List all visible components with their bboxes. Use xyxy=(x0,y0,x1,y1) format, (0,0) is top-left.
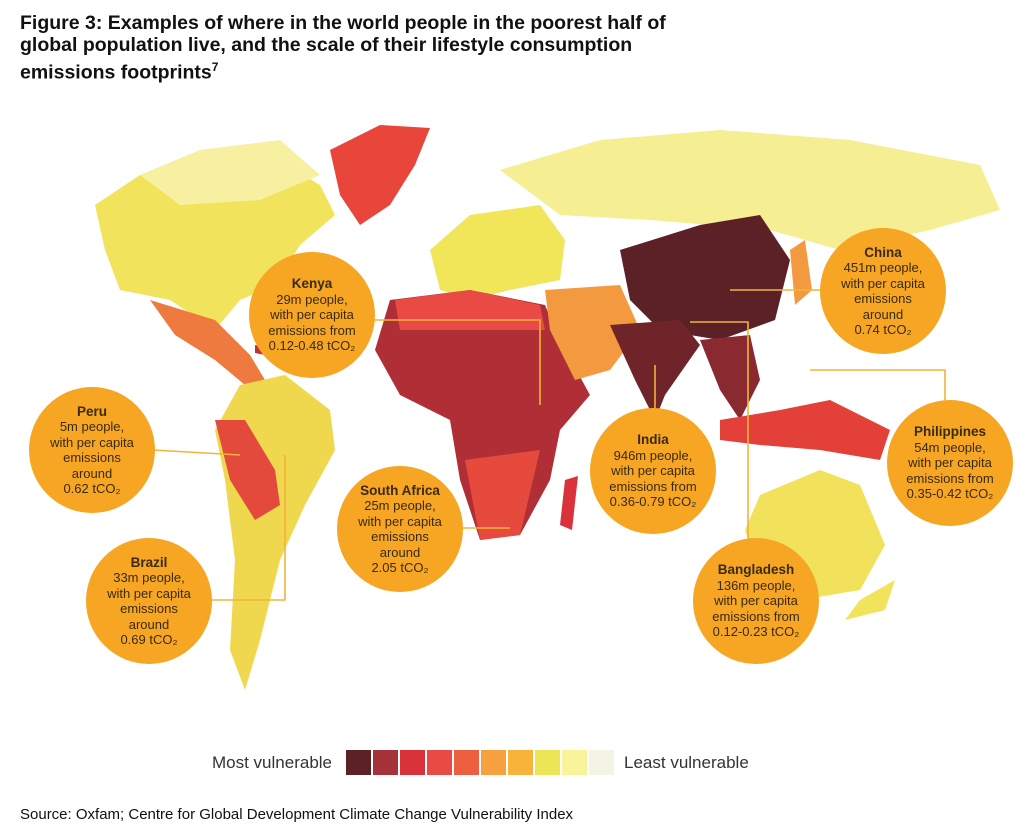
callout-bangladesh: Bangladesh 136m people, with per capita … xyxy=(693,538,819,664)
callout-line: 0.12-0.48 tCO₂ xyxy=(268,338,356,354)
footnote-marker: 7 xyxy=(211,60,219,74)
callout-line: with per capita xyxy=(358,513,442,529)
callout-line: with per capita xyxy=(270,307,354,323)
callout-line: emissions from xyxy=(268,322,356,338)
title-text: Figure 3: Examples of where in the world… xyxy=(20,12,666,84)
callout-name: South Africa xyxy=(360,482,440,498)
callout-line: 0.36-0.79 tCO₂ xyxy=(609,494,697,510)
callout-name: Brazil xyxy=(130,554,168,570)
callout-line: emissions xyxy=(371,529,429,544)
callout-china: China 451m people, with per capita emiss… xyxy=(820,228,946,354)
callout-line: emissions from xyxy=(712,608,800,624)
callout-line: with per capita xyxy=(714,593,798,609)
legend-swatch-8 xyxy=(535,750,561,775)
callout-line: emissions xyxy=(854,291,912,306)
callout-name: Philippines xyxy=(913,424,986,440)
legend-swatches xyxy=(346,750,616,775)
russia xyxy=(500,130,1000,250)
callout-india: India 946m people, with per capita emiss… xyxy=(590,408,716,534)
legend-swatch-10 xyxy=(589,750,615,775)
kenya-connector xyxy=(372,319,541,405)
legend-left-label: Most vulnerable xyxy=(212,752,333,772)
callout-line: with per capita xyxy=(50,434,134,450)
callout-line: 0.62 tCO₂ xyxy=(63,481,121,496)
canada-north xyxy=(140,140,320,205)
callout-name: Kenya xyxy=(291,276,333,292)
callout-line: with per capita xyxy=(841,275,925,291)
callout-brazil: Brazil 33m people, with per capita emiss… xyxy=(86,538,212,664)
legend-swatch-4 xyxy=(427,750,453,775)
legend-swatch-1 xyxy=(346,750,372,775)
connector-lines xyxy=(152,289,946,601)
peru-connector xyxy=(152,449,241,456)
callout-line: 451m people, xyxy=(843,260,923,275)
callout-line: 2.05 tCO₂ xyxy=(371,560,429,575)
mexico-central-america xyxy=(150,300,265,385)
middle-east xyxy=(545,285,640,380)
legend-swatch-7 xyxy=(508,750,534,775)
callout-line: emissions xyxy=(63,450,121,465)
africa xyxy=(375,290,590,540)
callout-philippines: Philippines 54m people, with per capita … xyxy=(887,400,1013,526)
callout-line: around xyxy=(128,616,170,632)
callout-line: emissions xyxy=(120,601,178,616)
callout-line: 33m people, xyxy=(113,570,185,585)
legend-swatch-6 xyxy=(481,750,507,775)
callout-peru: Peru 5m people, with per capita emission… xyxy=(29,387,155,513)
brazil-connector xyxy=(210,455,286,601)
south-america-west xyxy=(215,420,280,520)
china xyxy=(620,215,790,340)
callout-name: Bangladesh xyxy=(717,562,795,578)
new-zealand xyxy=(845,580,895,620)
callout-line: 0.74 tCO₂ xyxy=(854,322,912,337)
callout-line: 54m people, xyxy=(914,439,986,455)
callout-line: with per capita xyxy=(611,463,695,479)
philippines-connector xyxy=(810,369,946,400)
europe xyxy=(430,205,565,300)
madagascar xyxy=(560,476,578,530)
callout-line: with per capita xyxy=(908,455,992,471)
vulnerability-legend: Most vulnerable Least vulnerable xyxy=(212,750,749,775)
callout-line: emissions from xyxy=(609,478,697,494)
north-africa xyxy=(395,290,545,330)
callout-line: 5m people, xyxy=(59,419,125,434)
callout-name: Peru xyxy=(76,403,107,419)
legend-right-label: Least vulnerable xyxy=(624,752,749,772)
source-note: Source: Oxfam; Centre for Global Develop… xyxy=(20,806,574,823)
landmasses xyxy=(95,125,1000,690)
southern-africa xyxy=(465,450,540,540)
legend-swatch-2 xyxy=(373,750,399,775)
callout-line: around xyxy=(862,306,904,322)
callout-name: China xyxy=(864,244,902,260)
callout-line: with per capita xyxy=(107,585,191,601)
callout-line: around xyxy=(71,465,113,481)
callout-line: 29m people, xyxy=(276,291,348,307)
callout-name: India xyxy=(637,432,669,448)
callout-line: around xyxy=(379,544,421,560)
legend-swatch-3 xyxy=(400,750,426,775)
japan-korea xyxy=(790,240,812,305)
callout-line: 0.12-0.23 tCO₂ xyxy=(712,624,800,640)
indonesia-philippines xyxy=(720,400,890,460)
figure-title: Figure 3: Examples of where in the world… xyxy=(20,12,720,84)
southeast-asia xyxy=(700,335,760,420)
callout-kenya: Kenya 29m people, with per capita emissi… xyxy=(249,252,375,378)
greenland xyxy=(330,125,430,225)
callout-line: emissions from xyxy=(906,470,994,486)
callout-line: 0.69 tCO₂ xyxy=(120,632,178,647)
legend-swatch-5 xyxy=(454,750,480,775)
callout-line: 946m people, xyxy=(613,447,693,463)
callout-line: 25m people, xyxy=(364,498,436,513)
bangladesh-connector xyxy=(690,321,749,540)
callout-line: 0.35-0.42 tCO₂ xyxy=(906,486,994,502)
callout-south-africa: South Africa 25m people, with per capita… xyxy=(337,466,463,592)
callout-line: 136m people, xyxy=(716,577,796,593)
legend-swatch-9 xyxy=(562,750,588,775)
